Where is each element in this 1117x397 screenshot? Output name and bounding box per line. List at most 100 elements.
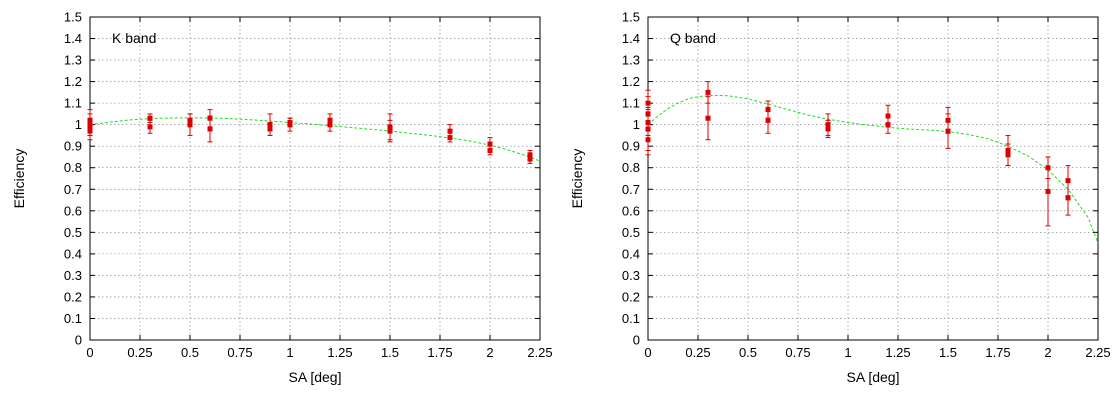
data-point [287, 117, 293, 128]
x-tick-label: 2 [1044, 345, 1051, 360]
x-tick-label: 2.25 [1085, 345, 1110, 360]
y-tick-label: 1.5 [622, 10, 640, 25]
point-marker [187, 117, 193, 123]
data-point [487, 145, 493, 156]
y-tick-label: 0.3 [64, 268, 82, 283]
point-marker [885, 122, 891, 128]
point-marker [1005, 152, 1011, 158]
data-point [765, 106, 771, 134]
data-point [147, 119, 153, 134]
y-tick-label: 0 [75, 333, 82, 348]
chart-svg-q-band: 0 0.25 0.5 0.75 1 1.25 1.5 1.75 2 2.25 0 0.1 0.2 0.3 0… [569, 10, 1111, 386]
y-tick-label: 0.7 [64, 182, 82, 197]
axis-ticks: 0 0.25 0.5 0.75 1 1.25 1.5 1.75 2 2.25 0 0.1 0.2 0.3 0… [622, 10, 1111, 361]
y-tick-label: 0.4 [622, 246, 640, 261]
data-point [705, 96, 711, 141]
point-marker [487, 141, 493, 147]
y-axis-label: Efficiency [11, 149, 27, 209]
y-tick-label: 1.3 [64, 53, 82, 68]
y-tick-label: 1.1 [622, 96, 640, 111]
x-tick-label: 0 [86, 345, 93, 360]
band-annotation: K band [112, 30, 156, 46]
x-tick-label: 0.25 [127, 345, 152, 360]
data-point [885, 115, 891, 134]
point-marker [765, 117, 771, 123]
point-marker [207, 126, 213, 132]
chart-svg-k-band: 0 0.25 0.5 0.75 1 1.25 1.5 1.75 2 2.25 0 0.1 0.2 0.3 0… [11, 10, 553, 386]
data-points [87, 109, 533, 164]
x-tick-label: 0.75 [785, 345, 810, 360]
chart-panel-q-band: 0 0.25 0.5 0.75 1 1.25 1.5 1.75 2 2.25 0 0.1 0.2 0.3 0… [558, 0, 1116, 397]
point-marker [447, 135, 453, 141]
x-tick-label: 1.5 [939, 345, 957, 360]
point-marker [645, 137, 651, 143]
point-marker [945, 128, 951, 134]
point-marker [487, 148, 493, 154]
y-tick-label: 1.2 [622, 74, 640, 89]
x-tick-label: 1 [844, 345, 851, 360]
point-marker [1065, 195, 1071, 201]
x-tick-label: 2.25 [527, 345, 552, 360]
plot-frame [89, 16, 541, 341]
data-point [945, 113, 951, 149]
x-tick-label: 0.5 [181, 345, 199, 360]
y-tick-label: 0.2 [622, 289, 640, 304]
x-axis-label: SA [deg] [289, 369, 342, 385]
point-marker [327, 122, 333, 128]
y-tick-label: 0.6 [622, 203, 640, 218]
point-marker [705, 115, 711, 121]
data-point [327, 117, 333, 132]
x-tick-label: 0.75 [227, 345, 252, 360]
y-tick-label: 0.5 [622, 225, 640, 240]
y-tick-label: 0.5 [64, 225, 82, 240]
point-marker [267, 126, 273, 132]
x-axis-label: SA [deg] [847, 369, 900, 385]
y-tick-label: 0.7 [622, 182, 640, 197]
x-tick-label: 0.5 [739, 345, 757, 360]
grid-lines [648, 17, 1098, 340]
point-marker [87, 124, 93, 130]
point-marker [147, 115, 153, 121]
y-tick-label: 0.8 [64, 160, 82, 175]
y-tick-label: 0.4 [64, 246, 82, 261]
point-marker [147, 124, 153, 130]
y-tick-label: 0.2 [64, 289, 82, 304]
y-tick-label: 0.1 [622, 311, 640, 326]
point-marker [1045, 188, 1051, 194]
data-point [267, 122, 273, 136]
y-tick-label: 1 [75, 117, 82, 132]
data-point [1065, 180, 1071, 216]
y-tick-label: 1 [633, 117, 640, 132]
data-point [447, 132, 453, 143]
fit-curve [647, 94, 1099, 244]
x-tick-label: 1.75 [427, 345, 452, 360]
y-tick-label: 1.5 [64, 10, 82, 25]
y-tick-label: 0.1 [64, 311, 82, 326]
grid-lines [90, 17, 540, 340]
x-tick-label: 2 [486, 345, 493, 360]
x-tick-label: 0 [644, 345, 651, 360]
chart-panel-k-band: 0 0.25 0.5 0.75 1 1.25 1.5 1.75 2 2.25 0 0.1 0.2 0.3 0… [0, 0, 558, 397]
axis-ticks: 0 0.25 0.5 0.75 1 1.25 1.5 1.75 2 2.25 0 0.1 0.2 0.3 0… [64, 10, 553, 361]
data-point [645, 109, 651, 136]
point-marker [645, 120, 651, 126]
y-tick-label: 0 [633, 333, 640, 348]
y-tick-label: 1.3 [622, 53, 640, 68]
data-point [187, 113, 193, 128]
y-tick-label: 0.9 [64, 139, 82, 154]
data-point [527, 154, 533, 164]
y-tick-label: 1.4 [64, 31, 82, 46]
x-tick-label: 1.75 [985, 345, 1010, 360]
data-point [87, 117, 93, 136]
data-point [1045, 156, 1051, 227]
point-marker [825, 126, 831, 132]
point-marker [287, 120, 293, 126]
fit-curve [89, 117, 541, 162]
point-marker [387, 128, 393, 134]
data-points [645, 81, 1071, 227]
data-point [207, 115, 213, 143]
point-marker [447, 128, 453, 134]
data-point [1005, 143, 1011, 167]
y-tick-label: 0.6 [64, 203, 82, 218]
point-marker [527, 156, 533, 162]
